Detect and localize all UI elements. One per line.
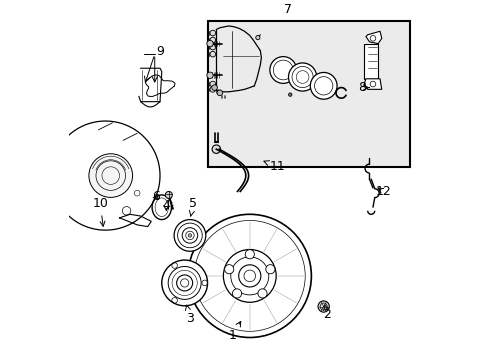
Circle shape — [288, 93, 291, 96]
Polygon shape — [365, 31, 381, 44]
Text: 12: 12 — [375, 185, 390, 198]
Circle shape — [317, 301, 328, 312]
Bar — [207, 21, 409, 167]
Circle shape — [209, 44, 215, 50]
Text: 2: 2 — [323, 305, 330, 321]
Circle shape — [162, 260, 207, 306]
Text: 1: 1 — [228, 321, 240, 342]
Circle shape — [165, 192, 172, 198]
Text: 5: 5 — [189, 197, 197, 216]
Circle shape — [209, 86, 215, 92]
Text: 9: 9 — [156, 45, 163, 58]
Text: 3: 3 — [185, 305, 193, 325]
Text: 11: 11 — [264, 160, 285, 173]
Circle shape — [269, 57, 296, 84]
Circle shape — [255, 36, 260, 40]
Text: 10: 10 — [92, 197, 108, 226]
Polygon shape — [364, 79, 381, 89]
Circle shape — [206, 40, 213, 47]
Circle shape — [209, 37, 215, 43]
Polygon shape — [364, 44, 378, 79]
Text: 4: 4 — [162, 199, 170, 212]
Circle shape — [288, 63, 316, 91]
Circle shape — [188, 234, 191, 237]
Circle shape — [176, 275, 192, 291]
Circle shape — [89, 154, 132, 197]
Circle shape — [265, 265, 274, 274]
Circle shape — [174, 220, 205, 251]
Text: 6: 6 — [152, 190, 160, 203]
Circle shape — [209, 30, 215, 36]
Circle shape — [182, 228, 197, 243]
Circle shape — [212, 145, 220, 153]
Circle shape — [257, 289, 266, 298]
Circle shape — [188, 214, 311, 337]
Circle shape — [310, 72, 336, 99]
Circle shape — [238, 265, 260, 287]
Circle shape — [217, 90, 222, 96]
Circle shape — [209, 81, 215, 87]
Text: 7: 7 — [284, 4, 292, 17]
Text: 8: 8 — [358, 81, 368, 94]
Circle shape — [232, 289, 241, 298]
Circle shape — [209, 51, 215, 57]
Circle shape — [211, 85, 217, 90]
Circle shape — [223, 249, 276, 302]
Circle shape — [224, 265, 233, 274]
Circle shape — [244, 250, 254, 259]
Circle shape — [206, 72, 213, 78]
